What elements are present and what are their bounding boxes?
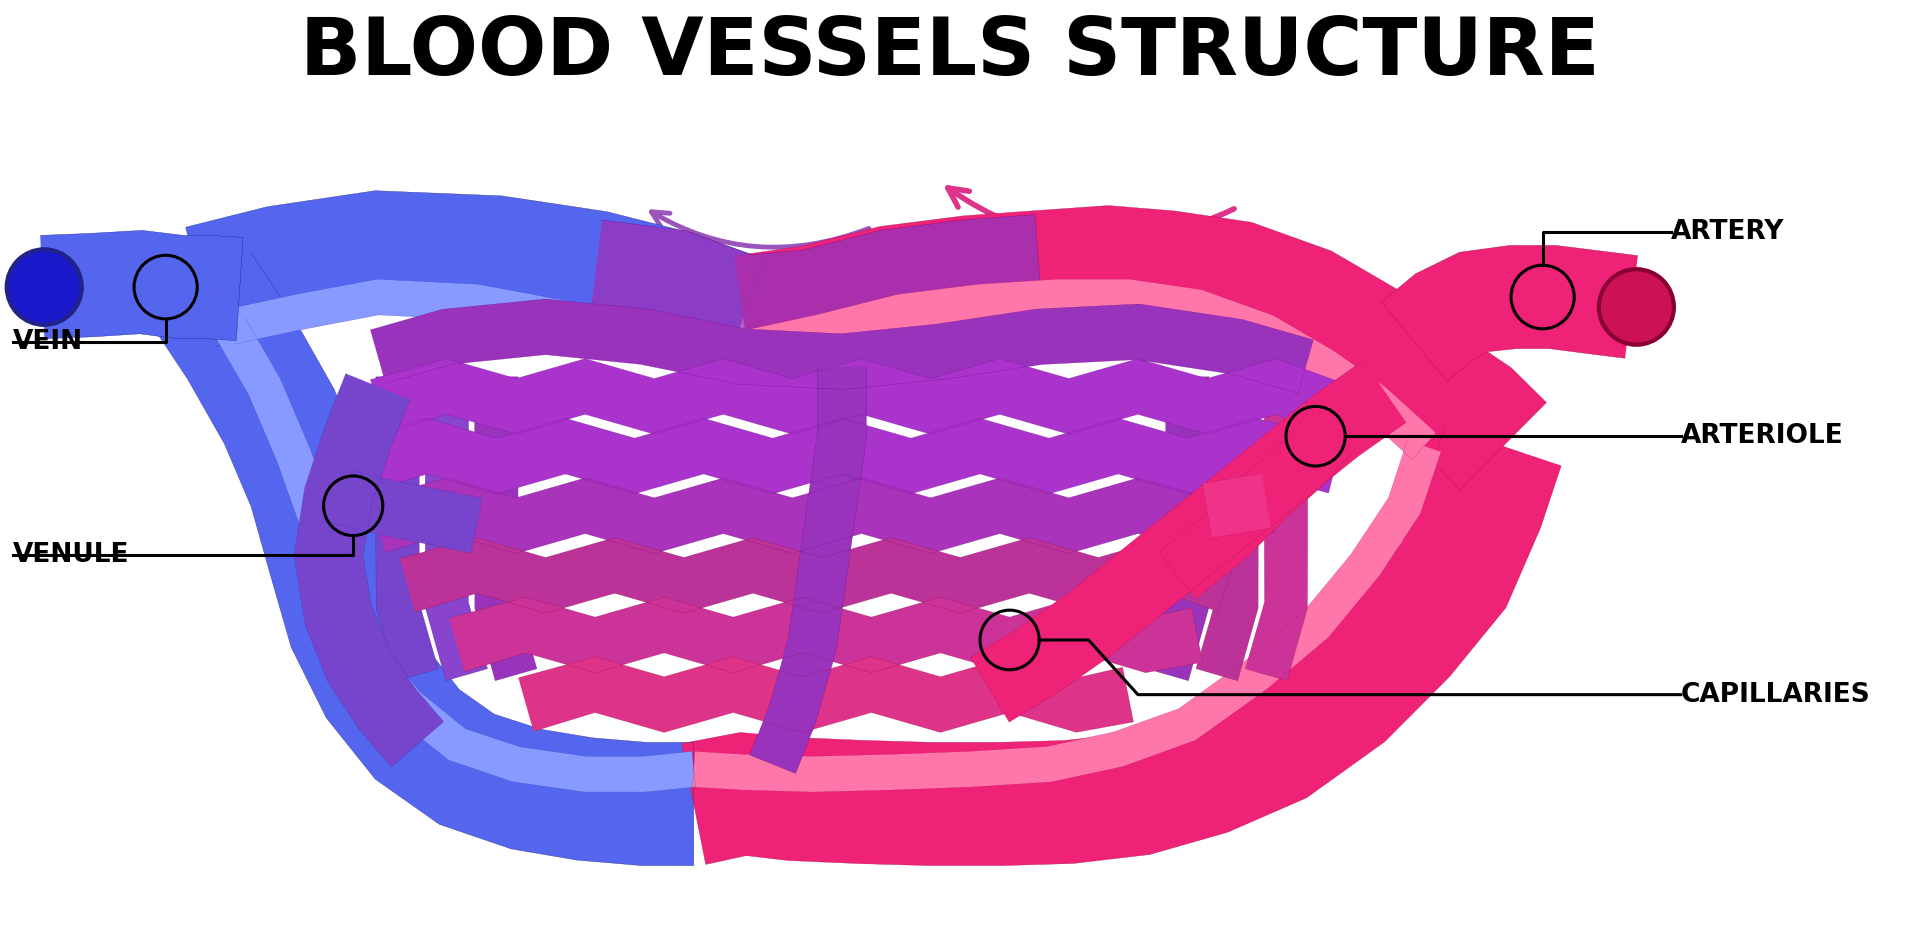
Polygon shape <box>371 358 1336 434</box>
Polygon shape <box>970 360 1405 722</box>
Polygon shape <box>518 657 1133 733</box>
Polygon shape <box>1246 376 1308 680</box>
Polygon shape <box>371 478 1275 553</box>
Polygon shape <box>399 537 1235 613</box>
Polygon shape <box>1382 245 1638 382</box>
Polygon shape <box>693 441 1442 792</box>
Text: CAPILLARIES: CAPILLARIES <box>1680 681 1870 708</box>
Polygon shape <box>332 469 482 553</box>
Text: VEIN: VEIN <box>13 329 83 355</box>
Polygon shape <box>215 318 695 792</box>
Polygon shape <box>1196 376 1258 680</box>
Polygon shape <box>693 279 1436 460</box>
Polygon shape <box>474 376 538 680</box>
Polygon shape <box>1146 376 1210 680</box>
Polygon shape <box>150 253 693 866</box>
Circle shape <box>8 249 83 325</box>
Polygon shape <box>424 376 488 680</box>
Polygon shape <box>376 376 438 680</box>
Polygon shape <box>351 418 1342 494</box>
Polygon shape <box>294 373 444 767</box>
Polygon shape <box>40 230 244 341</box>
Text: VENULE: VENULE <box>13 543 129 568</box>
Polygon shape <box>588 214 1043 369</box>
Polygon shape <box>186 191 764 375</box>
Polygon shape <box>751 367 866 773</box>
Polygon shape <box>227 279 699 369</box>
Text: BLOOD VESSELS STRUCTURE: BLOOD VESSELS STRUCTURE <box>301 14 1599 93</box>
Text: ARTERIOLE: ARTERIOLE <box>1680 423 1843 449</box>
Circle shape <box>1599 270 1674 344</box>
Polygon shape <box>735 206 1546 490</box>
Polygon shape <box>371 299 1313 393</box>
Polygon shape <box>449 597 1202 673</box>
Polygon shape <box>1202 474 1271 538</box>
Polygon shape <box>682 427 1561 866</box>
Text: ARTERY: ARTERY <box>1670 219 1784 245</box>
Polygon shape <box>1160 407 1357 599</box>
